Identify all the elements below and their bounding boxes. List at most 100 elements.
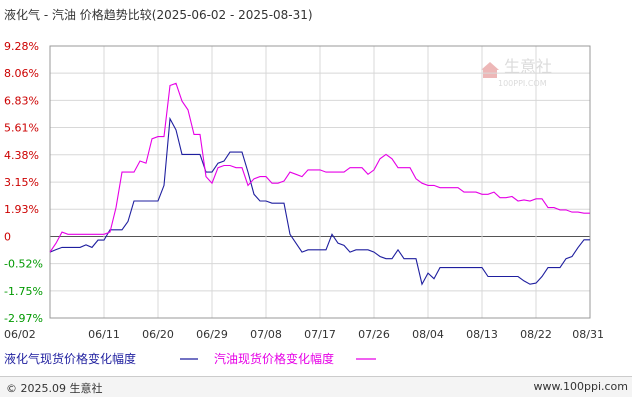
data-point-gasoline: [211, 182, 214, 185]
data-point-gasoline: [235, 166, 238, 169]
data-point-gasoline: [565, 208, 568, 211]
data-point-gasoline: [325, 171, 328, 174]
data-point-lpg: [343, 244, 346, 247]
data-point-gasoline: [163, 135, 166, 138]
data-point-gasoline: [265, 175, 268, 178]
data-point-gasoline: [49, 251, 52, 254]
data-point-gasoline: [583, 212, 586, 215]
x-tick-label: 08/04: [412, 328, 444, 341]
y-tick-label: 6.83%: [4, 94, 39, 107]
data-point-lpg: [313, 248, 316, 251]
data-point-gasoline: [313, 168, 316, 171]
y-tick-label: -2.97%: [4, 312, 43, 325]
data-point-lpg: [589, 238, 592, 241]
data-point-gasoline: [367, 173, 370, 176]
data-point-lpg: [145, 200, 148, 203]
data-point-gasoline: [127, 171, 130, 174]
data-point-lpg: [271, 202, 274, 205]
data-point-lpg: [121, 228, 124, 231]
data-point-lpg: [307, 248, 310, 251]
data-point-gasoline: [67, 233, 70, 236]
data-point-gasoline: [61, 231, 64, 234]
data-point-lpg: [565, 257, 568, 260]
data-point-lpg: [199, 153, 202, 156]
data-point-gasoline: [385, 153, 388, 156]
data-point-lpg: [277, 202, 280, 205]
data-point-lpg: [85, 243, 88, 246]
series-group: [49, 82, 592, 286]
data-point-lpg: [175, 128, 178, 131]
watermark-text: 生意社: [504, 57, 552, 76]
series-line-gasoline: [49, 82, 590, 253]
data-point-lpg: [193, 153, 196, 156]
data-point-gasoline: [433, 184, 436, 187]
data-point-lpg: [547, 266, 550, 269]
data-point-lpg: [481, 266, 484, 269]
data-point-lpg: [403, 257, 406, 260]
legend-label-lpg: 液化气现货价格变化幅度: [4, 351, 136, 366]
data-point-gasoline: [181, 100, 184, 103]
data-point-lpg: [211, 171, 214, 174]
x-axis-ticks: 06/02 06/11 06/20 06/29 07/08 07/17 07/26 08/04…: [4, 328, 604, 341]
y-axis-ticks: 9.28% 8.06% 6.83% 5.61% 4.38% 3.15% 1.93% 0 -0.5…: [4, 40, 43, 325]
data-point-gasoline: [439, 186, 442, 189]
data-point-gasoline: [403, 166, 406, 169]
x-tick-label: 07/26: [358, 328, 390, 341]
data-point-lpg: [523, 279, 526, 282]
data-point-lpg: [289, 233, 292, 236]
data-point-gasoline: [151, 137, 154, 140]
data-point-lpg: [409, 257, 412, 260]
data-point-gasoline: [421, 182, 424, 185]
data-point-lpg: [553, 266, 556, 269]
x-tick-label: 06/02: [4, 328, 36, 341]
data-point-gasoline: [289, 171, 292, 174]
data-point-lpg: [265, 200, 268, 203]
data-point-lpg: [283, 202, 286, 205]
data-point-gasoline: [379, 157, 382, 160]
data-point-lpg: [505, 275, 508, 278]
data-point-lpg: [247, 171, 250, 174]
data-point-lpg: [397, 248, 400, 251]
data-point-lpg: [529, 283, 532, 286]
y-tick-label: -1.75%: [4, 285, 43, 298]
data-point-lpg: [385, 257, 388, 260]
watermark-logo: 生意社 100PPI.COM: [481, 57, 552, 88]
data-point-lpg: [187, 153, 190, 156]
data-point-gasoline: [307, 168, 310, 171]
data-point-gasoline: [529, 200, 532, 203]
data-point-lpg: [433, 277, 436, 280]
data-point-lpg: [253, 193, 256, 196]
data-point-lpg: [583, 238, 586, 241]
legend-label-gasoline: 汽油现货价格变化幅度: [214, 351, 334, 366]
y-tick-label: 3.15%: [4, 176, 39, 189]
data-point-gasoline: [559, 208, 562, 211]
x-tick-label: 07/17: [304, 328, 336, 341]
data-point-lpg: [487, 275, 490, 278]
data-point-gasoline: [535, 197, 538, 200]
data-point-gasoline: [517, 200, 520, 203]
data-point-lpg: [451, 266, 454, 269]
data-point-gasoline: [553, 206, 556, 209]
data-point-lpg: [391, 257, 394, 260]
data-point-lpg: [457, 266, 460, 269]
data-point-lpg: [379, 255, 382, 258]
data-point-gasoline: [223, 164, 226, 167]
data-point-gasoline: [109, 231, 112, 234]
data-point-lpg: [469, 266, 472, 269]
x-tick-label: 06/11: [88, 328, 120, 341]
footer-copyright: © 2025.09 生意社: [6, 382, 103, 395]
data-point-gasoline: [295, 173, 298, 176]
data-point-lpg: [229, 151, 232, 154]
data-point-gasoline: [97, 233, 100, 236]
footer-site-link[interactable]: www.100ppi.com: [533, 380, 628, 393]
data-point-gasoline: [193, 133, 196, 136]
plot-frame: [49, 45, 591, 319]
data-point-lpg: [127, 220, 130, 223]
watermark-subtext: 100PPI.COM: [498, 79, 547, 88]
data-point-gasoline: [277, 182, 280, 185]
data-point-gasoline: [319, 168, 322, 171]
data-point-gasoline: [349, 166, 352, 169]
data-point-gasoline: [205, 175, 208, 178]
data-point-lpg: [493, 275, 496, 278]
